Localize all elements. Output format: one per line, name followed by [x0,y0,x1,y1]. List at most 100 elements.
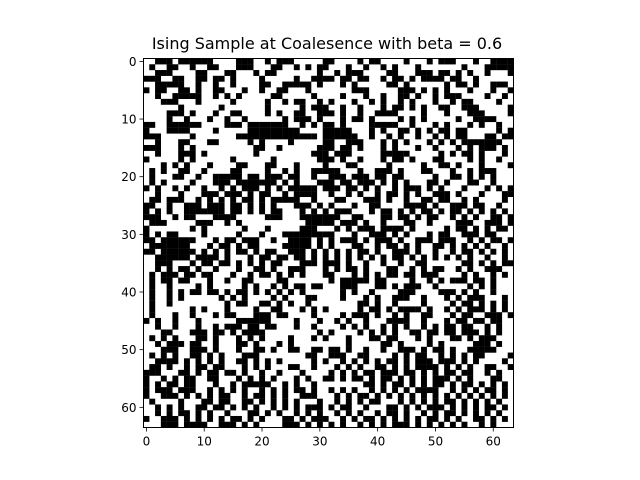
spin-cell [432,415,439,422]
spin-cell [392,335,399,342]
spin-cell [264,410,271,417]
spin-cell [368,202,375,209]
spin-cell [421,387,427,394]
spin-cell [253,364,260,370]
spin-cell [432,329,439,336]
spin-cell [207,208,214,215]
spin-cell [421,87,427,94]
spin-cell [155,58,161,65]
spin-cell [195,323,202,330]
spin-cell [340,75,346,82]
spin-cell [322,64,329,71]
spin-cell [501,415,508,422]
spin-cell [155,369,161,376]
spin-cell [160,219,167,226]
spin-cell [259,266,266,272]
spin-cell [478,237,485,244]
spin-cell [230,381,237,388]
spin-cell [311,352,318,359]
spin-cell [351,70,358,76]
spin-cell [345,225,352,232]
spin-cell [386,121,393,128]
spin-cell [496,369,503,376]
spin-cell [189,260,196,267]
spin-cell [236,248,242,255]
spin-cell [490,260,497,267]
spin-cell [415,70,422,76]
spin-cell [467,144,474,151]
spin-cell [236,289,242,296]
spin-cell [392,381,399,388]
spin-cell [149,144,156,151]
spin-cell [236,208,242,215]
spin-cell [415,421,422,428]
spin-cell [207,162,214,169]
spin-cell [195,329,202,336]
spin-cell [253,150,260,157]
spin-cell [276,341,283,347]
spin-cell [374,202,381,209]
spin-cell [432,283,439,290]
spin-cell [282,243,289,249]
spin-cell [189,312,196,319]
spin-cell [218,214,225,221]
spin-cell [363,381,370,388]
spin-cell [212,139,219,146]
spin-cell [212,381,219,388]
spin-cell [183,387,190,394]
spin-cell [461,214,468,221]
spin-cell [155,185,161,192]
spin-cell [426,179,433,186]
spin-cell [293,127,300,134]
spin-cell [444,196,451,203]
spin-cell [484,144,491,151]
spin-cell [253,317,260,324]
spin-cell [467,219,474,226]
spin-cell [259,179,266,186]
x-tick-label: 10 [197,435,212,449]
spin-cell [316,404,323,411]
spin-cell [444,162,451,169]
spin-cell [345,208,352,215]
spin-cell [403,369,410,376]
spin-cell [363,260,370,267]
spin-cell [172,162,179,169]
spin-cell [259,254,266,261]
spin-cell [473,289,479,296]
spin-cell [293,323,300,330]
spin-cell [444,415,451,422]
spin-cell [496,156,503,163]
spin-cell [276,144,283,151]
spin-cell [467,346,474,353]
spin-cell [149,121,156,128]
spin-cell [183,248,190,255]
spin-cell [507,352,514,359]
spin-cell [421,254,427,261]
spin-cell [155,266,161,272]
spin-cell [259,121,266,128]
spin-cell [230,75,237,82]
spin-cell [467,381,474,388]
spin-cell [149,312,156,319]
spin-cell [501,150,508,157]
spin-cell [351,81,358,88]
spin-cell [386,208,393,215]
spin-cell [392,110,399,117]
spin-cell [409,375,416,382]
spin-cell [143,381,150,388]
spin-cell [461,202,468,209]
spin-cell [484,329,491,336]
spin-cell [247,381,254,388]
y-tick-label: 50 [121,343,136,357]
spin-cell [455,392,462,399]
spin-cell [247,329,254,336]
spin-cell [496,98,503,105]
spin-cell [322,415,329,422]
spin-cell [484,387,491,394]
spin-cell [189,214,196,221]
spin-cell [438,185,445,192]
spin-cell [288,415,294,422]
spin-cell [305,375,312,382]
spin-cell [432,87,439,94]
spin-cell [288,58,294,65]
